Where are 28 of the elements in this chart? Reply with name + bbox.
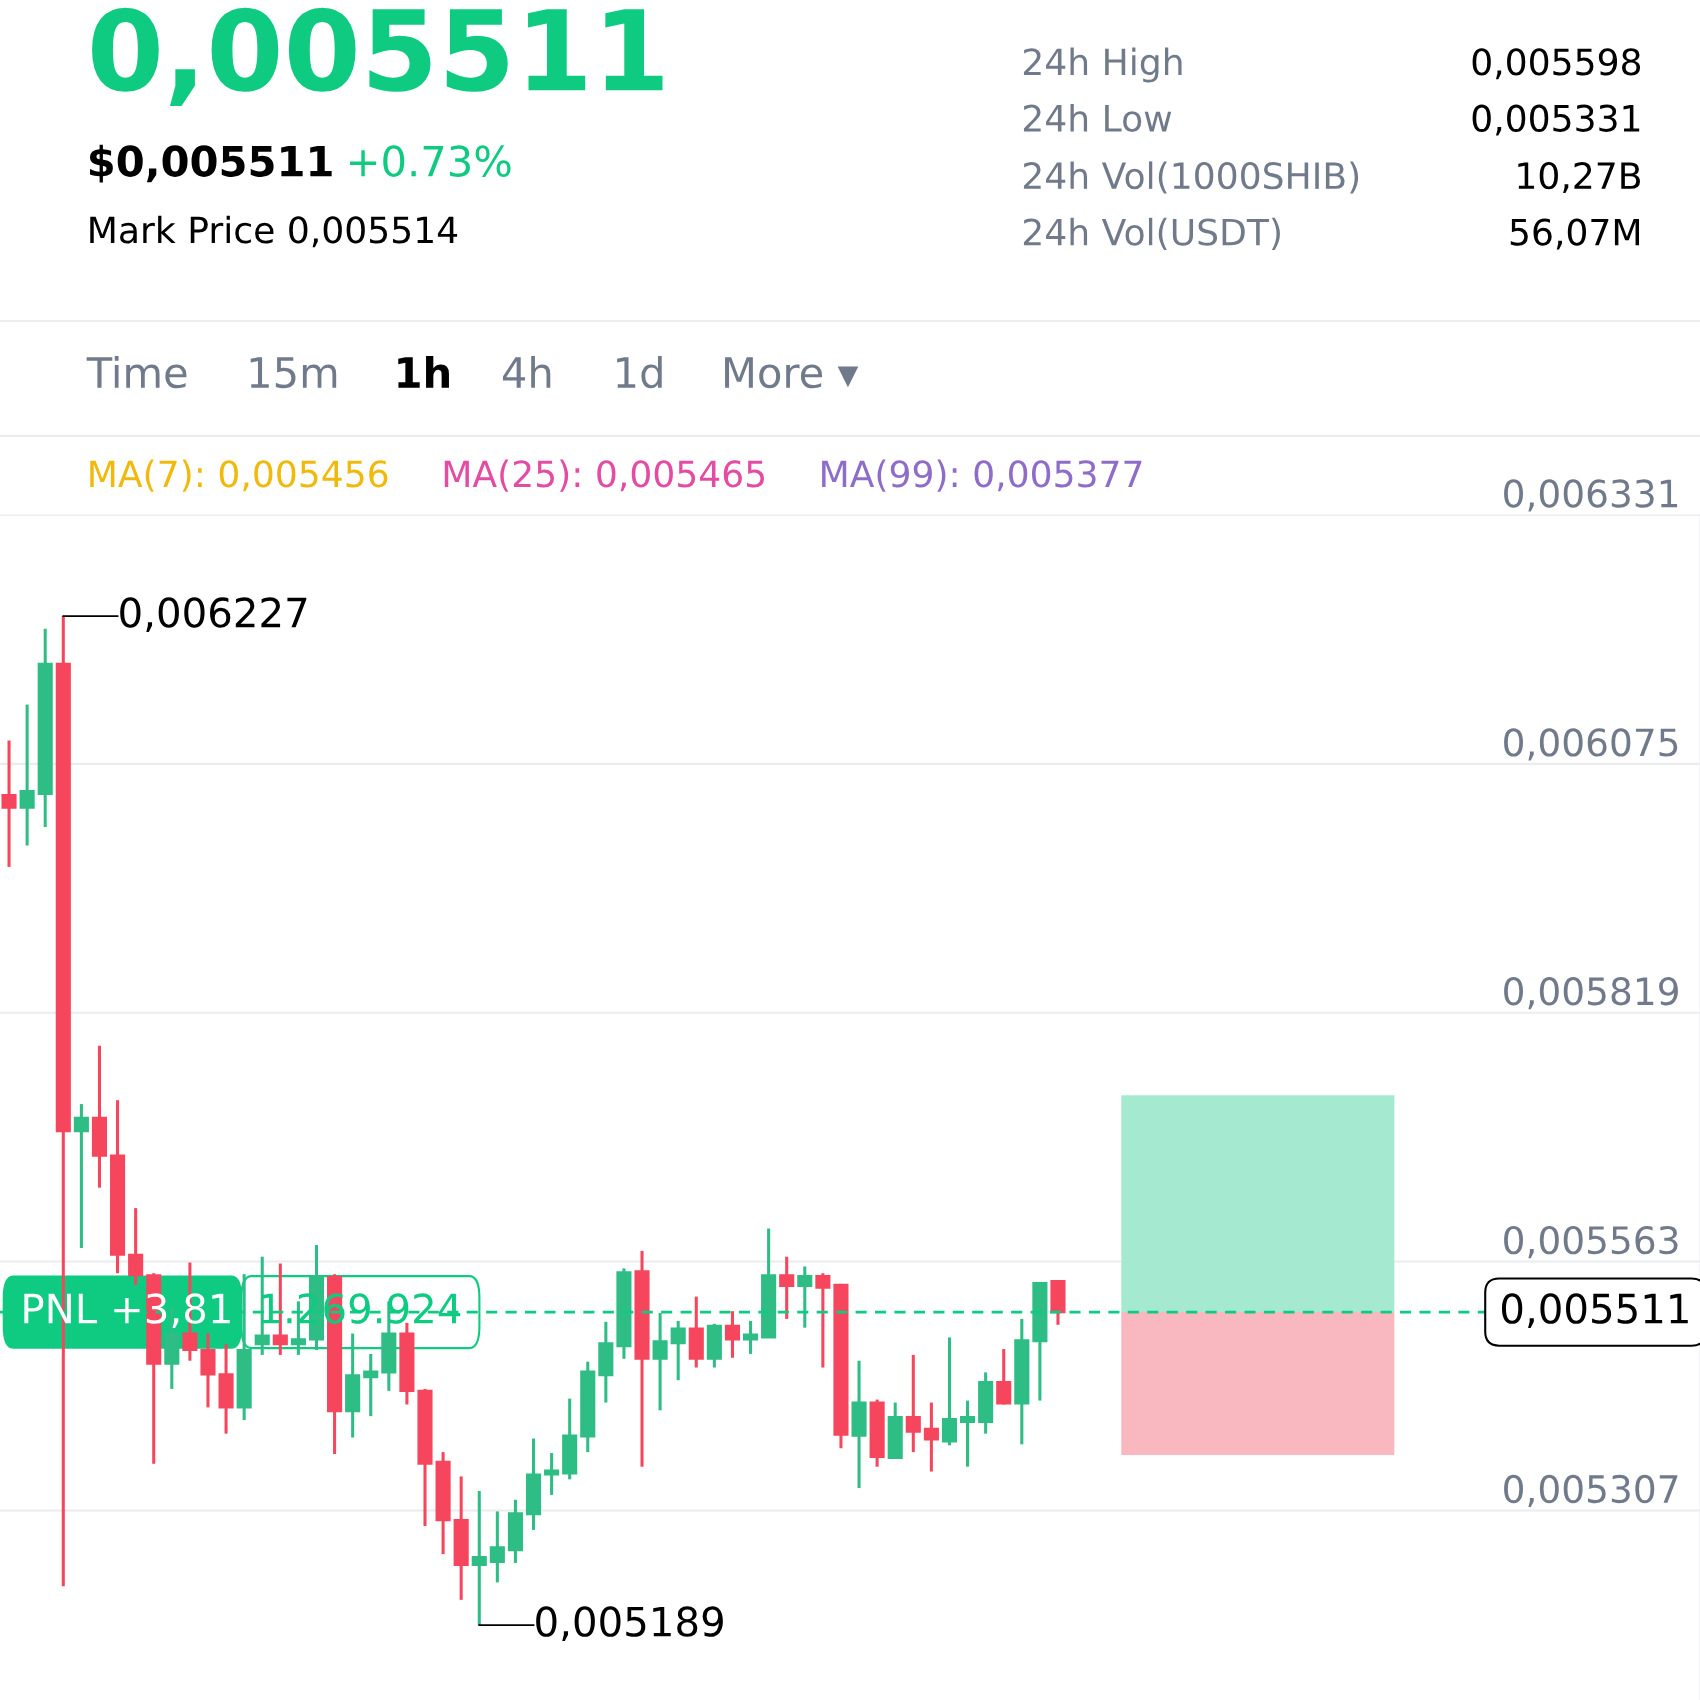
- y-tick-label: 0,005307: [1504, 1474, 1678, 1507]
- text: 4h: [502, 356, 551, 388]
- text: 24h High: [1023, 47, 1182, 83]
- text: 24h Low: [1023, 103, 1172, 132]
- text: 1h: [398, 356, 449, 388]
- chart-subtitle: $0,005511 +0.73%: [89, 144, 511, 183]
- text: 24h Vol(1000SHIB): [1023, 161, 1359, 194]
- text: 0,005331: [1472, 104, 1640, 136]
- y-tick-label: 0,005819: [1504, 977, 1678, 1010]
- text: 15m: [250, 357, 337, 389]
- chart-title: 0,005511: [92, 7, 663, 107]
- text: MA(25): 0,005465: [444, 459, 765, 492]
- y-tick-label: 0,005563: [1504, 1225, 1678, 1259]
- text: 0,005598: [1472, 48, 1641, 80]
- text: More ▾: [725, 357, 859, 389]
- text: Mark Price 0,005514: [90, 215, 458, 248]
- text: 24h Vol(USDT): [1023, 217, 1280, 250]
- annotation: 0,006227: [120, 597, 307, 632]
- y-tick-label: 0,006075: [1504, 728, 1678, 761]
- text: 56,07M: [1510, 218, 1640, 250]
- annotation: 0,005189: [536, 1606, 723, 1641]
- ref-line-label: 0,005511: [1501, 1293, 1688, 1328]
- y-tick-label: 0,006331: [1504, 479, 1678, 512]
- text: 1d: [617, 356, 662, 389]
- text: Time: [86, 356, 187, 389]
- text: MA(99): 0,005377: [822, 459, 1142, 492]
- text: 10,27B: [1518, 162, 1640, 194]
- text: MA(7): 0,005456: [90, 459, 388, 492]
